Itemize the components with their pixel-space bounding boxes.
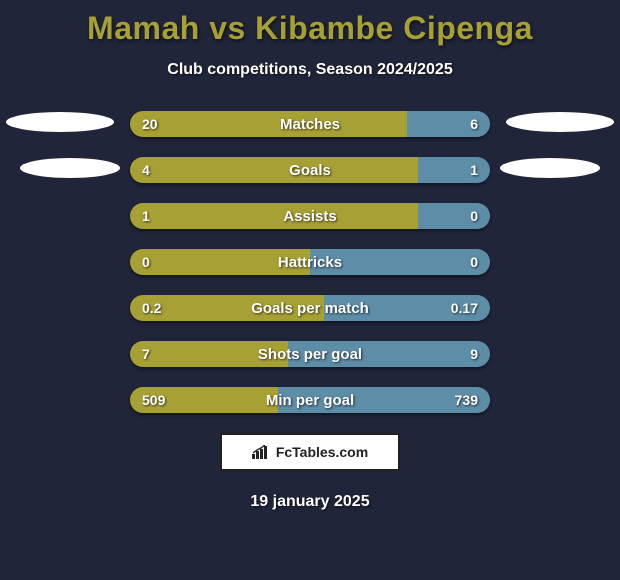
source-badge-text: FcTables.com — [276, 444, 368, 460]
stat-bar-right — [288, 341, 490, 367]
stat-row: Shots per goal79 — [130, 341, 490, 367]
stat-bar-left — [130, 249, 310, 275]
stat-bar-left — [130, 203, 418, 229]
stat-row: Matches206 — [130, 111, 490, 137]
stat-row: Goals41 — [130, 157, 490, 183]
stats-area: Matches206 Goals41 Assists10 Hattricks00 Goa… — [0, 111, 620, 413]
player-photo-placeholder — [6, 112, 114, 132]
stat-bar-right — [418, 157, 490, 183]
player-photo-placeholder — [506, 112, 614, 132]
player-photo-placeholder — [500, 158, 600, 178]
stat-bars: Matches206 Goals41 Assists10 Hattricks00 Goa… — [130, 111, 490, 413]
stat-bar-right — [418, 203, 490, 229]
stat-row: Hattricks00 — [130, 249, 490, 275]
stat-bar-right — [324, 295, 490, 321]
subtitle: Club competitions, Season 2024/2025 — [0, 61, 620, 79]
stat-row: Min per goal509739 — [130, 387, 490, 413]
stat-bar-right — [278, 387, 490, 413]
comparison-infographic: Mamah vs Kibambe Cipenga Club competitio… — [0, 0, 620, 580]
source-badge: FcTables.com — [220, 433, 400, 471]
stat-bar-left — [130, 387, 278, 413]
stat-bar-left — [130, 111, 407, 137]
stat-bar-right — [310, 249, 490, 275]
stat-row: Assists10 — [130, 203, 490, 229]
player-photo-placeholder — [20, 158, 120, 178]
stat-bar-left — [130, 157, 418, 183]
date-label: 19 january 2025 — [0, 493, 620, 511]
stat-bar-right — [407, 111, 490, 137]
stat-bar-left — [130, 295, 324, 321]
page-title: Mamah vs Kibambe Cipenga — [0, 0, 620, 47]
stat-bar-left — [130, 341, 288, 367]
chart-icon — [252, 445, 270, 459]
stat-row: Goals per match0.20.17 — [130, 295, 490, 321]
